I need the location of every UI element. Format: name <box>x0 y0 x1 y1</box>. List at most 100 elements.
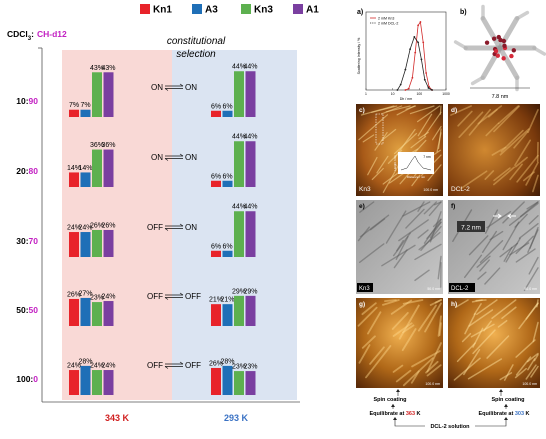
bar-cold-a1 <box>246 71 256 117</box>
inset-xlabel: Distance / nm <box>407 175 426 179</box>
legend-label-a3: A3 <box>205 5 218 16</box>
equilibrate-left: Equilibrate at 363 K <box>369 411 420 417</box>
legend: Kn1 A3 Kn3 A1 <box>140 4 319 16</box>
bar-cold-a1 <box>246 371 256 395</box>
equilibrate-right: Equilibrate at 303 K <box>478 411 529 417</box>
bar-cold-kn3 <box>234 141 244 187</box>
bar-hot-a1 <box>104 72 114 117</box>
dls-point <box>409 48 411 50</box>
panel-c-letter: c) <box>359 107 365 114</box>
dls-point <box>400 84 402 86</box>
state-left: ON <box>151 153 163 162</box>
ratio-label: 100:0 <box>16 374 38 384</box>
ratio-label: 10:90 <box>16 96 38 106</box>
temperature-left: 343 K <box>105 413 130 423</box>
bar-hot-a1 <box>104 301 114 326</box>
bar-value-label: 14% <box>78 165 92 172</box>
bar-value-label: 7% <box>69 102 79 109</box>
panel-a-legend: 2 mM Kn3 2 mM DCL-2 <box>370 17 398 26</box>
bar-hot-kn1 <box>69 110 79 117</box>
selection-label-line1: constitutional <box>167 36 226 47</box>
legend-swatch-a1 <box>293 4 303 14</box>
bar-cold-a1 <box>246 296 256 326</box>
legend-label-a1: A1 <box>306 5 319 16</box>
bar-value-label: 6% <box>222 103 232 110</box>
panel-g-letter: g) <box>359 301 365 308</box>
bar-value-label: 6% <box>222 173 232 180</box>
bar-hot-a3 <box>81 298 91 326</box>
panel-h-scale: 100.0 nm <box>522 382 537 386</box>
panel-h-letter: h) <box>451 301 457 308</box>
bar-cold-kn1 <box>211 251 221 257</box>
bar-cold-kn1 <box>211 304 221 326</box>
bar-value-label: 21% <box>220 297 234 304</box>
bar-value-label: 44% <box>243 204 257 211</box>
bar-value-label: 26% <box>101 222 115 229</box>
bar-cold-kn3 <box>234 371 244 395</box>
panel-a-ylabel: Scattering Intensity / % <box>357 37 361 75</box>
state-right: OFF <box>185 361 201 370</box>
panel-h: h) 100.0 nm <box>448 298 540 388</box>
bar-hot-kn1 <box>69 370 79 395</box>
inset-label: 7 nm <box>423 155 431 159</box>
dls-series-line <box>405 22 432 90</box>
dls-point <box>428 87 430 89</box>
solvent-label: CDCl3:CH-d12 <box>7 29 67 42</box>
bar-hot-kn3 <box>92 370 102 395</box>
state-left: OFF <box>147 223 163 232</box>
panel-b-letter: b) <box>460 9 467 16</box>
dls-point <box>414 52 416 54</box>
bar-hot-kn3 <box>92 302 102 326</box>
state-left: OFF <box>147 292 163 301</box>
bar-hot-a3 <box>81 232 91 257</box>
panel-e-label: Kn3 <box>359 286 370 292</box>
legend-label-kn1: Kn1 <box>153 5 172 16</box>
panel-d-letter: d) <box>451 107 457 114</box>
bar-cold-kn1 <box>211 181 221 187</box>
svg-text:2 mM Kn3: 2 mM Kn3 <box>378 17 394 21</box>
bar-value-label: 6% <box>211 103 221 110</box>
panel-f-label: DCL-2 <box>451 286 469 292</box>
panel-f: f) 7.2 nm DCL-2 50.0 nm <box>448 200 540 294</box>
svg-text:10: 10 <box>391 92 395 96</box>
bar-hot-a3 <box>81 110 91 117</box>
legend-swatch-a3 <box>192 4 202 14</box>
bar-cold-kn3 <box>234 71 244 117</box>
panel-f-letter: f) <box>451 203 455 210</box>
svg-text:1: 1 <box>365 92 367 96</box>
dls-point <box>421 59 423 61</box>
bar-value-label: 6% <box>211 243 221 250</box>
constitutional-selection-chart: CDCl3:CH-d12 Kn1 A3 Kn3 A1 constitutional s… <box>7 4 319 423</box>
dcl-solution: DCL-2 solution <box>430 424 470 430</box>
dls-point <box>417 42 419 44</box>
legend-label-kn3: Kn3 <box>254 5 273 16</box>
bar-value-label: 44% <box>243 134 257 141</box>
bar-hot-a1 <box>104 150 114 187</box>
selection-label-line2: selection <box>176 49 216 60</box>
svg-text:2 mM DCL-2: 2 mM DCL-2 <box>378 22 398 26</box>
bar-hot-kn1 <box>69 232 79 257</box>
panel-d-label: DCL-2 <box>451 186 470 193</box>
dls-point <box>408 88 410 90</box>
svg-text:1000: 1000 <box>442 92 450 96</box>
dls-point <box>425 72 427 74</box>
bar-value-label: 23% <box>243 364 257 371</box>
dls-point <box>413 36 415 38</box>
bar-hot-kn3 <box>92 72 102 117</box>
panel-b: b) 7.8 nm <box>456 7 545 100</box>
spin-left: Spin coating <box>374 397 407 403</box>
state-right: OFF <box>185 292 201 301</box>
bar-value-label: 24% <box>101 294 115 301</box>
legend-swatch-kn1 <box>140 4 150 14</box>
bar-hot-a3 <box>81 172 91 187</box>
bar-value-label: 36% <box>101 142 115 149</box>
dls-point <box>424 79 426 81</box>
panel-c-label: Kn3 <box>359 186 371 193</box>
bar-cold-kn3 <box>234 296 244 326</box>
svg-text:100: 100 <box>416 92 422 96</box>
panel-f-size: 7.2 nm <box>461 225 481 232</box>
dls-point <box>420 21 422 23</box>
bar-cold-a3 <box>223 304 233 326</box>
